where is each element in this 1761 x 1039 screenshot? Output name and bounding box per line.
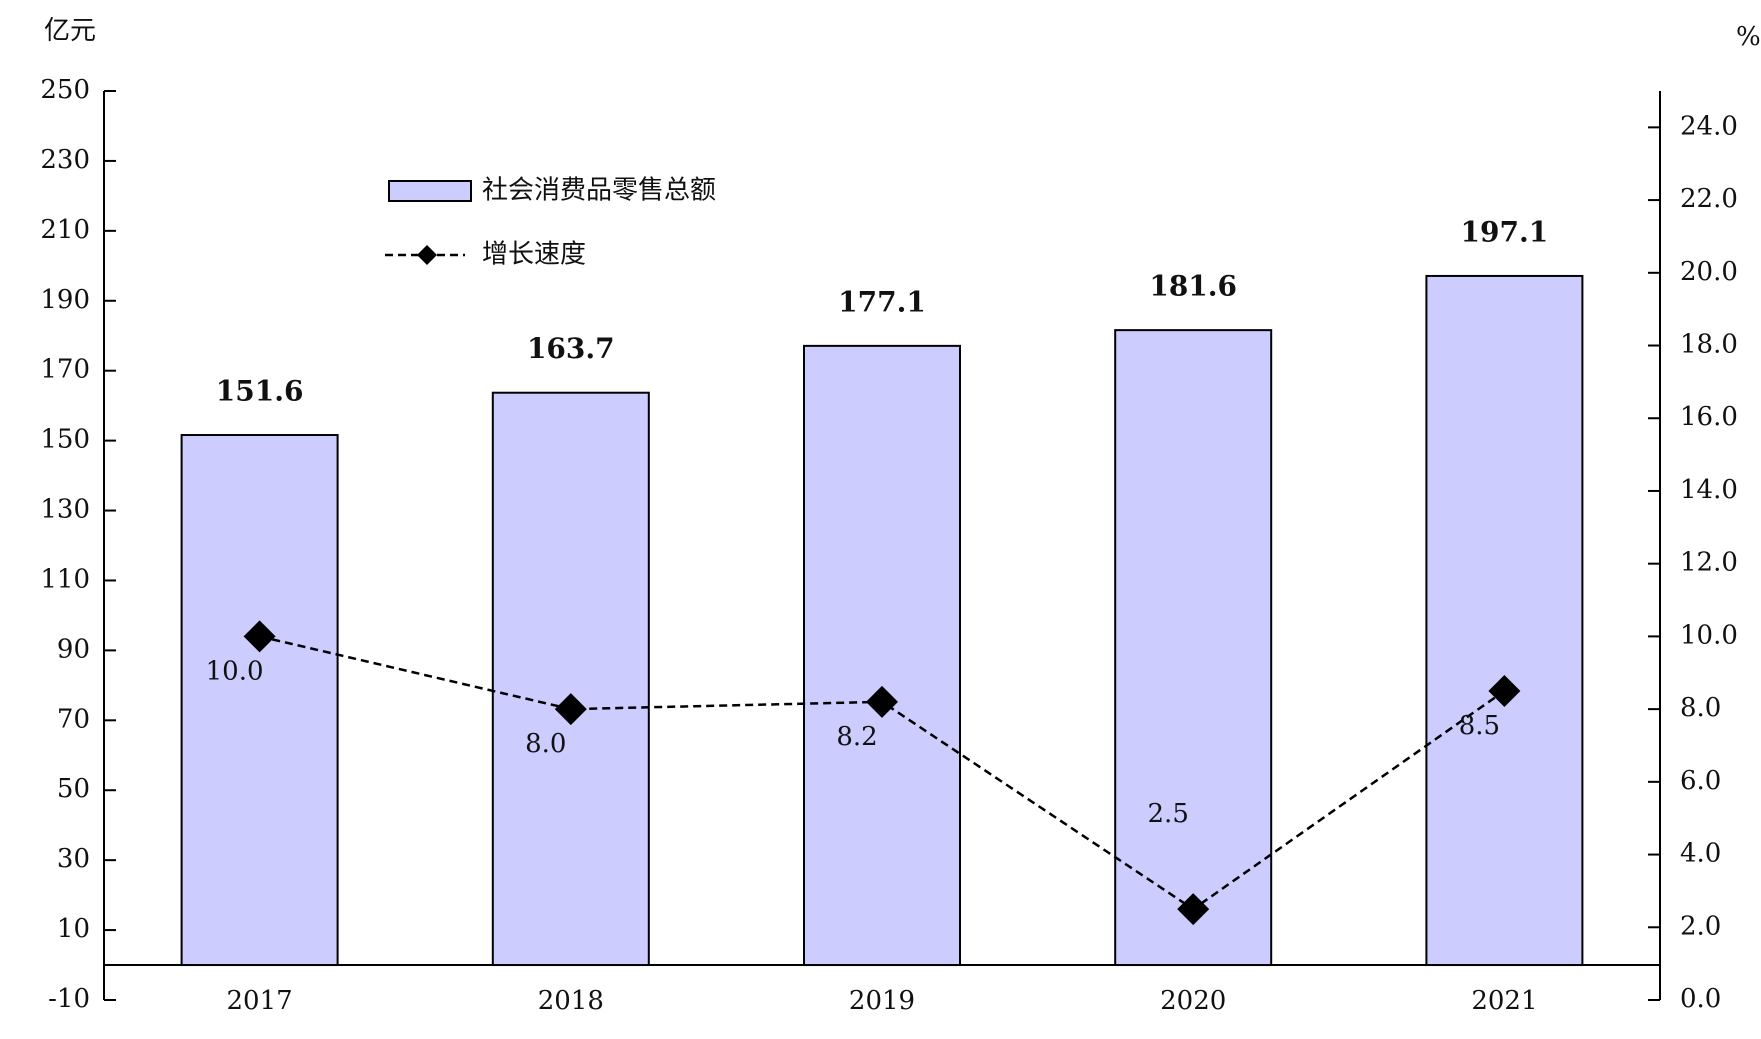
x-tick-label: 2021 (1471, 986, 1537, 1016)
y-tick-label: 130 (40, 495, 90, 525)
y2-tick-label: 0.0 (1680, 984, 1721, 1014)
line-value-label: 10.0 (206, 656, 264, 686)
legend-marker (417, 245, 437, 265)
line-value-label: 8.2 (836, 722, 877, 752)
x-tick-label: 2019 (849, 986, 915, 1016)
line-value-label: 2.5 (1148, 799, 1189, 829)
y-tick-label: 90 (57, 634, 90, 664)
y2-tick-label: 22.0 (1680, 184, 1738, 214)
y2-tick-label: 24.0 (1680, 111, 1738, 141)
bar (1114, 329, 1273, 967)
y2-tick-label: 4.0 (1680, 839, 1721, 869)
bar (180, 434, 339, 967)
line-marker (243, 620, 276, 653)
line-value-label: 8.0 (525, 729, 566, 759)
y-tick-label: 70 (57, 704, 90, 734)
y-tick-label: 230 (40, 145, 90, 175)
y2-unit: % (1736, 22, 1761, 52)
bar-value-label: 163.7 (527, 332, 615, 365)
bar-value-label: 181.6 (1149, 270, 1237, 303)
x-tick-label: 2017 (227, 986, 293, 1016)
bar-value-label: 177.1 (838, 285, 926, 318)
y2-tick-label: 12.0 (1680, 548, 1738, 578)
y-tick-label: 190 (40, 285, 90, 315)
y2-tick-label: 18.0 (1680, 330, 1738, 360)
x-tick-label: 2020 (1160, 986, 1226, 1016)
x-tick-label: 2018 (538, 986, 604, 1016)
line-marker (554, 693, 587, 726)
y2-tick-label: 16.0 (1680, 402, 1738, 432)
bar-value-label: 197.1 (1461, 215, 1549, 248)
legend-swatch (388, 180, 472, 202)
y-tick-label: 210 (40, 215, 90, 245)
y2-tick-label: 8.0 (1680, 693, 1721, 723)
y2-tick-label: 2.0 (1680, 911, 1721, 941)
bar (1425, 274, 1584, 967)
y-tick-label: 170 (40, 355, 90, 385)
line-marker (1177, 893, 1210, 926)
y-tick-label: 10 (57, 914, 90, 944)
y2-tick-label: 10.0 (1680, 620, 1738, 650)
line-value-label: 8.5 (1459, 711, 1500, 741)
y-tick-label: 110 (40, 564, 90, 594)
y-tick-label: 30 (57, 844, 90, 874)
bar (803, 344, 961, 967)
y-unit: 亿元 (44, 16, 96, 46)
y2-tick-label: 20.0 (1680, 257, 1738, 287)
y-tick-label: 250 (40, 75, 90, 105)
bar-value-label: 151.6 (216, 375, 304, 408)
line-marker (1488, 674, 1521, 707)
y2-tick-label: 14.0 (1680, 475, 1738, 505)
legend-label: 社会消费品零售总额 (482, 176, 716, 206)
y-tick-label: 150 (40, 425, 90, 455)
legend-label: 增长速度 (482, 240, 586, 270)
y2-tick-label: 6.0 (1680, 766, 1721, 796)
y-tick-label: 50 (57, 774, 90, 804)
line-marker (866, 685, 898, 718)
y-tick-label: -10 (48, 984, 90, 1014)
bar (491, 391, 650, 967)
